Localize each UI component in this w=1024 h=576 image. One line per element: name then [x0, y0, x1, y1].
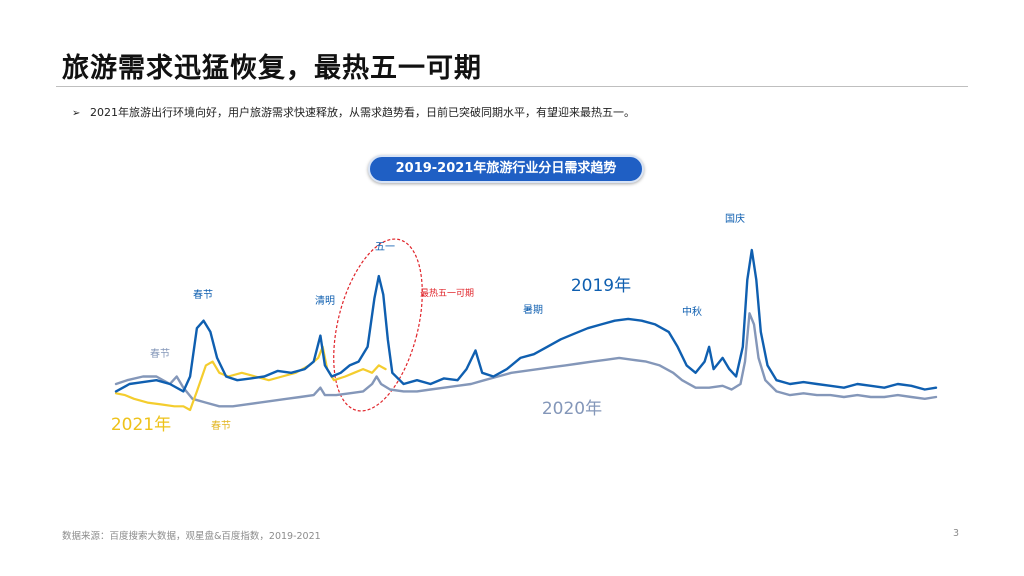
source-footnote: 数据来源：百度搜索大数据，观星盘&百度指数，2019-2021: [62, 531, 321, 542]
legend-label-2021: 2021年: [111, 415, 171, 435]
annotation-may-day: 五一: [375, 242, 395, 253]
annotation-may-day-outlook: 最热五一可期: [420, 287, 474, 299]
highlight-ellipse: [333, 238, 423, 412]
title-divider: [56, 86, 968, 87]
bullet-point: ➢ 2021年旅游出行环境向好，用户旅游需求快速释放，从需求趋势看，日前已突破同期…: [72, 104, 635, 120]
annotation-qingming: 清明: [315, 294, 335, 307]
page-title: 旅游需求迅猛恢复，最热五一可期: [62, 53, 482, 84]
annotation-spring-festival-2020: 春节: [150, 348, 170, 360]
annotation-mid-autumn: 中秋: [682, 305, 702, 318]
annotation-spring-festival-2019: 春节: [193, 289, 213, 301]
series-line-2020: [114, 312, 938, 408]
legend-label-2019: 2019年: [571, 276, 631, 296]
page-number: 3: [953, 528, 960, 539]
bullet-text: 2021年旅游出行环境向好，用户旅游需求快速释放，从需求趋势看，日前已突破同期水…: [90, 106, 635, 119]
annotation-spring-festival-2021: 春节: [211, 420, 231, 432]
chart-title-badge: 2019-2021年旅游行业分日需求趋势: [368, 155, 644, 183]
arrow-bullet-icon: ➢: [72, 108, 81, 119]
legend-label-2020: 2020年: [542, 399, 602, 419]
series-line-2019: [114, 248, 938, 393]
annotation-summer: 暑期: [523, 304, 543, 316]
annotation-national-day: 国庆: [725, 212, 745, 225]
series-line-2021: [114, 345, 387, 412]
